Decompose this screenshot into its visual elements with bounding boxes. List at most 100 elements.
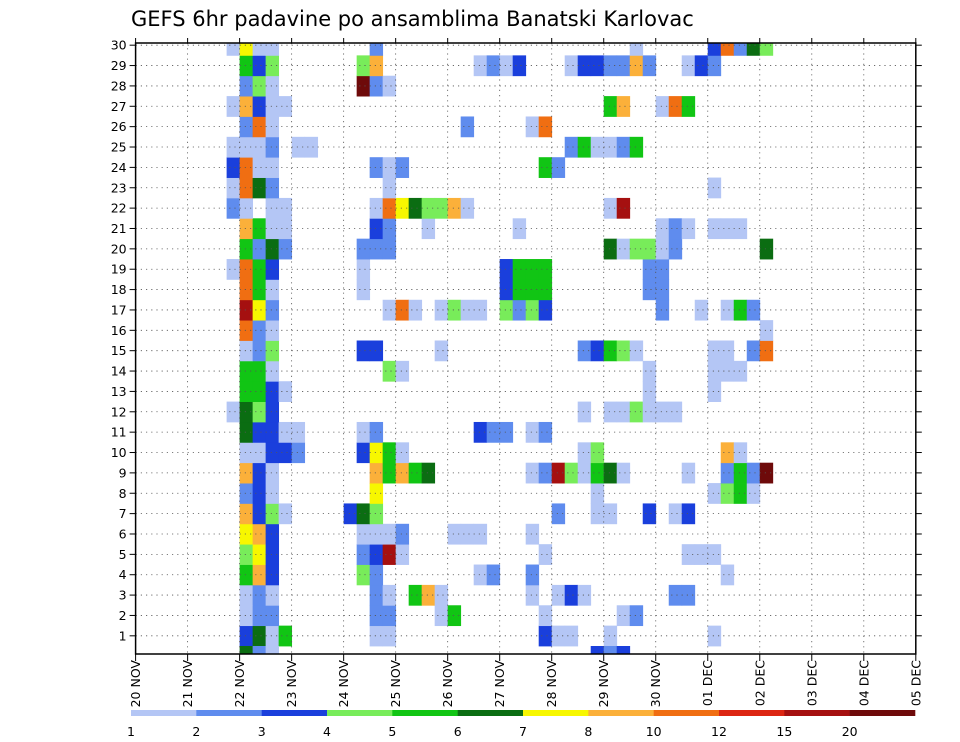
precip-cell [668,238,683,260]
y-tick-label: 14 [111,364,127,379]
precip-cell [278,442,293,464]
precip-cell [252,421,267,443]
precip-cell [369,605,384,627]
precip-cell [707,381,722,402]
precip-cell [616,462,631,484]
precip-cell [265,43,280,56]
y-axis-ticks: 1234567891011121314151617181920212223242… [111,38,922,643]
colorbar-label: 1 [127,724,135,739]
x-tick-label: 27 NOV [492,660,507,708]
precip-cell [369,523,384,545]
precip-cell [265,360,280,382]
precip-cell [395,544,410,565]
precip-cell [707,218,722,240]
precip-cell [408,584,423,606]
y-tick-label: 15 [111,343,127,358]
precip-cell [226,401,241,423]
precip-cell [642,401,657,423]
precip-cell [239,462,254,484]
precip-cell [278,381,293,402]
y-tick-label: 5 [119,547,127,562]
precip-cell [681,218,696,240]
precip-cell [382,299,397,321]
precip-cell [356,503,371,525]
precip-cell [382,238,397,260]
precip-cell [239,564,254,586]
colorbar-label: 4 [323,724,331,739]
precip-cell [564,584,579,606]
precip-cell [278,238,293,260]
precip-cell [252,279,267,301]
precip-cell [395,157,410,178]
colorbar-label: 3 [258,724,266,739]
precip-cell [239,340,254,362]
precip-cell [460,197,475,219]
colorbar-segment [196,710,262,716]
colorbar-label: 2 [192,724,200,739]
precip-cell [746,340,761,362]
precip-cell [265,197,280,219]
colorbar-segment [719,710,785,716]
colorbar-label: 12 [711,724,727,739]
precip-cell [733,218,748,240]
precip-cell [551,157,566,178]
precip-cell [590,442,605,464]
precip-cell [603,646,618,655]
precip-cell [746,462,761,484]
precip-cell [564,625,579,647]
precip-cell [564,136,579,158]
precip-cell [551,462,566,484]
precip-cell [395,299,410,321]
precip-cell [512,218,527,240]
colorbar-segment [327,710,393,716]
precip-cell [382,605,397,627]
precip-cell [239,646,254,655]
precip-cell [239,55,254,77]
precip-cell [616,340,631,362]
precip-cell [655,299,670,321]
precip-cell [733,462,748,484]
precip-cell [603,136,618,158]
precip-cell [226,197,241,219]
precip-cell [265,625,280,647]
precip-cell [265,442,280,464]
precip-cell [642,503,657,525]
precip-cell [369,238,384,260]
precip-cell [369,503,384,525]
precip-cell [239,483,254,504]
y-tick-label: 1 [119,628,127,643]
precip-cell [616,646,631,655]
precip-cell [707,177,722,199]
precip-cell [590,503,605,525]
precip-cell [629,55,644,77]
precip-cell [382,523,397,545]
colorbar-segment [849,710,916,716]
precip-cell [616,136,631,158]
precip-cell [629,605,644,627]
precip-cell [655,279,670,301]
precip-cell [395,197,410,219]
precip-cell [239,238,254,260]
precip-cell [759,320,774,341]
y-tick-label: 4 [119,567,127,582]
precip-cell [278,197,293,219]
colorbar-segment [653,710,720,716]
precip-cell [252,625,267,647]
precip-cell [486,55,501,77]
precip-cell [382,75,397,97]
precip-cell [239,381,254,402]
precip-cell [265,544,280,565]
precip-cell [356,442,371,464]
precip-cell [252,136,267,158]
precip-cell [226,43,241,56]
precip-cell [512,55,527,77]
precip-cell [434,584,449,606]
precip-cell [421,584,436,606]
precip-cell [434,340,449,362]
precip-cell [759,43,774,56]
precip-cell [616,238,631,260]
precip-cell [512,299,527,321]
precip-cell [564,55,579,77]
y-tick-label: 28 [111,78,127,93]
precip-cell [226,96,241,117]
